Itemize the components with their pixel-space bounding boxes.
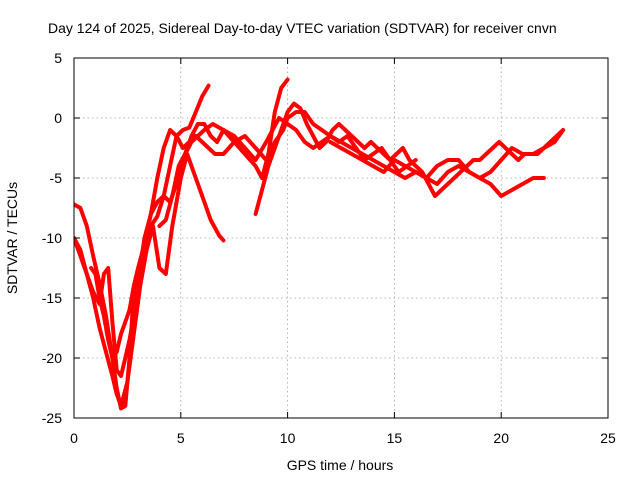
x-tick-label: 15 bbox=[387, 430, 403, 446]
x-tick-label: 10 bbox=[280, 430, 296, 446]
chart-title: Day 124 of 2025, Sidereal Day-to-day VTE… bbox=[48, 20, 557, 36]
y-tick-label: -10 bbox=[42, 230, 62, 246]
x-tick-label: 20 bbox=[493, 430, 509, 446]
series-line-trace-4 bbox=[89, 110, 418, 360]
series-layer bbox=[74, 77, 566, 411]
series-line-trace-2 bbox=[74, 152, 226, 408]
axis-ticks: 0 5 10 15 20 25 5 0 -5 -10 -15 -20 -25 bbox=[42, 50, 616, 446]
y-tick-label: -15 bbox=[42, 290, 62, 306]
x-tick-label: 25 bbox=[600, 430, 616, 446]
x-tick-label: 0 bbox=[70, 430, 78, 446]
y-tick-label: 0 bbox=[54, 110, 62, 126]
y-tick-label: -25 bbox=[42, 410, 62, 426]
y-tick-label: 5 bbox=[54, 50, 62, 66]
series-line-trace-6 bbox=[253, 101, 566, 216]
y-tick-label: -5 bbox=[50, 170, 63, 186]
x-tick-label: 5 bbox=[177, 430, 185, 446]
series-line-trace-3 bbox=[74, 77, 290, 378]
y-tick-label: -20 bbox=[42, 350, 62, 366]
series-line-trace-7 bbox=[328, 128, 566, 180]
x-axis-label: GPS time / hours bbox=[287, 457, 394, 473]
y-axis-label: SDTVAR / TECUs bbox=[4, 182, 20, 294]
